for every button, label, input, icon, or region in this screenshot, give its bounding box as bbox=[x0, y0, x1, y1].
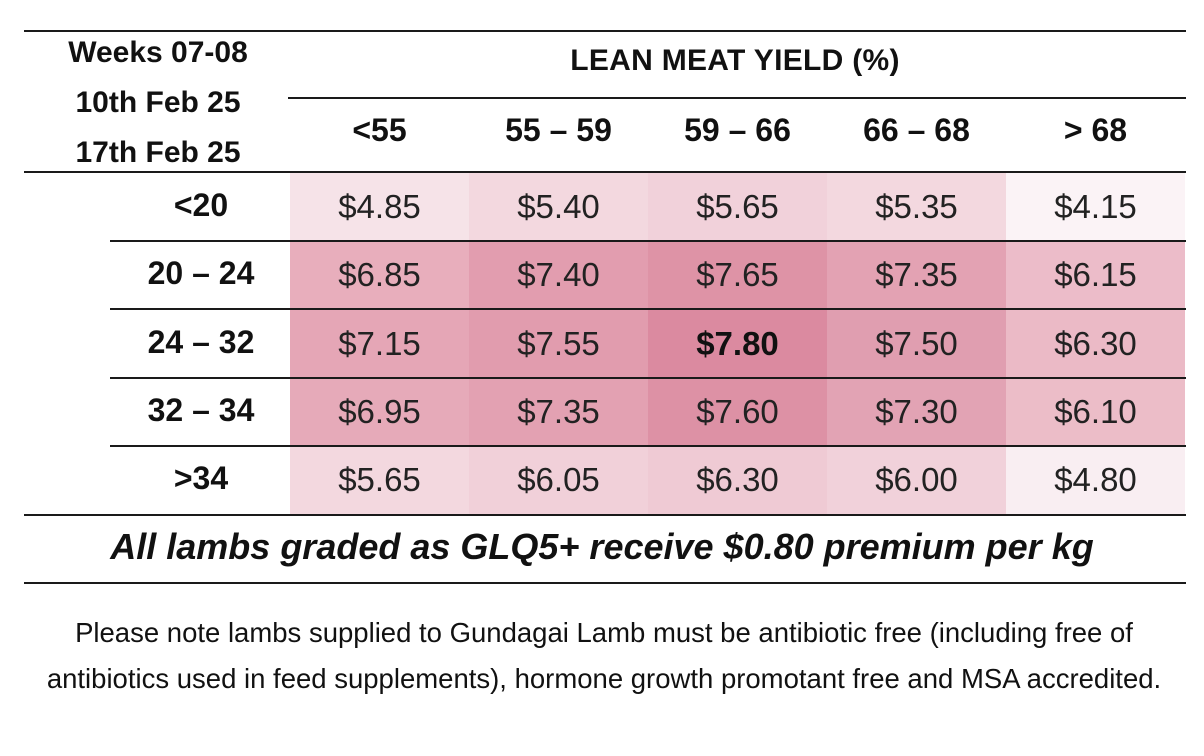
row-divider bbox=[110, 445, 1186, 447]
period-date-2: 17th Feb 25 bbox=[75, 136, 241, 169]
row-divider bbox=[110, 240, 1186, 242]
price-cell: $6.85 bbox=[290, 241, 469, 309]
price-cell: $5.65 bbox=[290, 446, 469, 514]
price-cell: $6.30 bbox=[648, 446, 827, 514]
table-title: LEAN MEAT YIELD (%) bbox=[570, 44, 900, 77]
price-cell: $6.05 bbox=[469, 446, 648, 514]
row-header: 24 – 32 bbox=[147, 324, 255, 360]
price-cell: $5.40 bbox=[469, 173, 648, 241]
row-divider bbox=[110, 308, 1186, 310]
price-cell: $7.65 bbox=[648, 241, 827, 309]
price-cell: $6.10 bbox=[1006, 378, 1185, 446]
column-header: > 68 bbox=[1063, 112, 1128, 148]
price-cell: $4.85 bbox=[290, 173, 469, 241]
price-cell: $6.30 bbox=[1006, 309, 1185, 378]
price-cell: $7.60 bbox=[648, 378, 827, 446]
price-cell: $6.00 bbox=[827, 446, 1006, 514]
price-cell: $5.65 bbox=[648, 173, 827, 241]
row-header: 20 – 24 bbox=[147, 255, 255, 291]
table-bottom-rule bbox=[24, 514, 1186, 516]
column-header: 59 – 66 bbox=[684, 112, 791, 148]
premium-note: All lambs graded as GLQ5+ receive $0.80 … bbox=[110, 526, 1094, 567]
price-cell: $7.15 bbox=[290, 309, 469, 378]
row-divider bbox=[110, 377, 1186, 379]
column-header: 66 – 68 bbox=[863, 112, 970, 148]
premium-underline bbox=[24, 582, 1186, 584]
price-cell: $7.35 bbox=[827, 241, 1006, 309]
period-label: Weeks 07-08 10th Feb 25 17th Feb 25 bbox=[30, 28, 286, 178]
period-weeks: Weeks 07-08 bbox=[68, 36, 248, 69]
price-cell: $7.35 bbox=[469, 378, 648, 446]
price-cell: $7.40 bbox=[469, 241, 648, 309]
column-header: 55 – 59 bbox=[505, 112, 612, 148]
price-cell-highlighted: $7.80 bbox=[648, 309, 827, 378]
title-underline bbox=[288, 97, 1186, 99]
price-cell: $7.30 bbox=[827, 378, 1006, 446]
price-cell: $5.35 bbox=[827, 173, 1006, 241]
footnote: Please note lambs supplied to Gundagai L… bbox=[46, 617, 1162, 694]
price-cell: $4.15 bbox=[1006, 173, 1185, 241]
price-cell: $7.50 bbox=[827, 309, 1006, 378]
price-cell: $6.15 bbox=[1006, 241, 1185, 309]
header-bottom-rule bbox=[24, 171, 1186, 173]
price-cell: $6.95 bbox=[290, 378, 469, 446]
row-header: <20 bbox=[173, 187, 229, 223]
price-cell: $7.55 bbox=[469, 309, 648, 378]
column-header: <55 bbox=[352, 112, 407, 148]
price-cell: $4.80 bbox=[1006, 446, 1185, 514]
row-header: 32 – 34 bbox=[147, 392, 255, 428]
row-header: >34 bbox=[173, 460, 229, 496]
top-rule bbox=[24, 30, 1186, 32]
period-date-1: 10th Feb 25 bbox=[75, 86, 241, 119]
